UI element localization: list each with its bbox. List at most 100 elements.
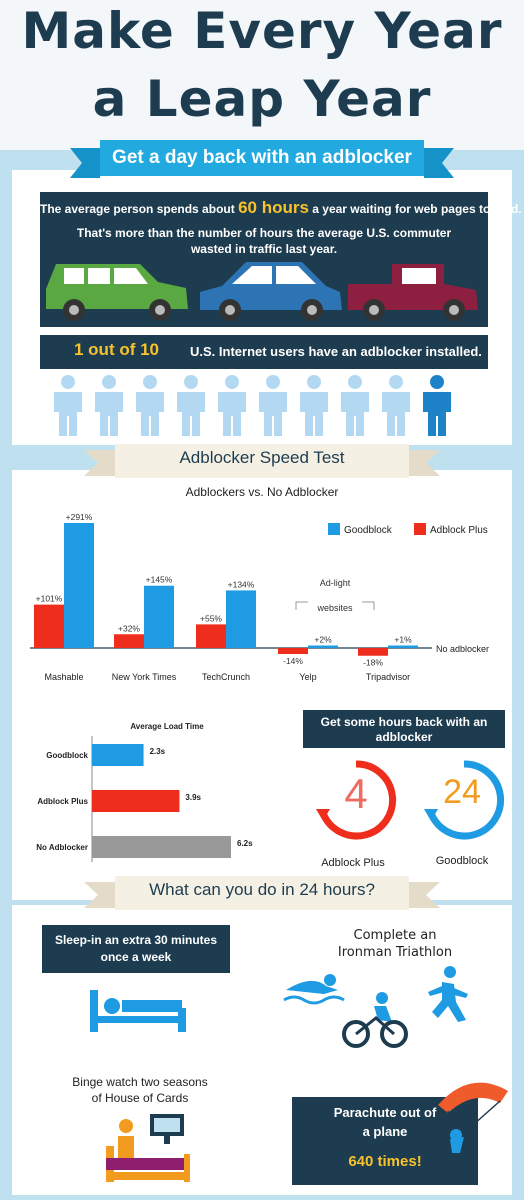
bar-adblock-plus-4 (358, 648, 388, 656)
car-green-icon (46, 264, 188, 321)
parachute-line-2: a plane (362, 1124, 408, 1139)
users-highlight: 1 out of 10 (74, 340, 160, 359)
users-stat-box: 1 out of 10 U.S. Internet users have an … (40, 335, 488, 369)
hours-back-line-1: Get some hours back with an (320, 715, 488, 729)
title-line-1: Make Every Year (21, 2, 503, 60)
person-icon (177, 375, 205, 436)
svg-text:Ad-light: Ad-light (320, 578, 351, 588)
ribbon-24-hours-title: What can you do in 24 hours? (149, 880, 375, 899)
load-value-label: 6.2s (237, 839, 253, 848)
parachute-highlight: 640 times! (348, 1153, 422, 1170)
bar-label: +134% (228, 579, 255, 589)
load-time-title: Average Load Time (130, 722, 204, 731)
runner-icon (428, 966, 468, 1022)
person-icon (95, 375, 123, 436)
parachute-icon (438, 1082, 508, 1153)
clock-goodblock-value: 24 (443, 773, 481, 811)
load-value-label: 3.9s (185, 793, 201, 802)
person-icon (382, 375, 410, 436)
users-text: U.S. Internet users have an adblocker in… (190, 344, 482, 359)
bar-adblock-plus-2 (196, 624, 226, 648)
category-label: TechCrunch (202, 672, 250, 682)
bar-label: +32% (118, 623, 140, 633)
ribbon-beige (84, 444, 440, 478)
bar-label: +291% (66, 512, 93, 522)
category-label: Yelp (299, 672, 316, 682)
person-icon (341, 375, 369, 436)
person-icon (218, 375, 246, 436)
bar-goodblock-0 (64, 523, 94, 648)
ribbon-speed-test-title: Adblocker Speed Test (179, 448, 345, 467)
bed-icon (90, 990, 186, 1032)
load-bar-1 (92, 790, 180, 812)
commuter-line-2: wasted in traffic last year. (190, 242, 338, 256)
load-category-label: Adblock Plus (37, 797, 88, 806)
clocks (316, 760, 505, 840)
load-category-label: Goodblock (46, 751, 88, 760)
ironman-line-1: Complete an (353, 928, 437, 943)
ad-light-annotation: Ad-light websites (295, 578, 375, 613)
triathlon-icons (283, 966, 468, 1048)
stat-box-hours: The average person spends about 60 hours… (40, 192, 522, 327)
ribbon-adblocker-title: Get a day back with an adblocker (112, 147, 412, 168)
parachute-line-1: Parachute out of (333, 1105, 437, 1120)
bar-label: +55% (200, 613, 222, 623)
clock-adblock-plus-label: Adblock Plus (321, 857, 385, 869)
section-speed-test (12, 470, 512, 900)
vehicles (46, 262, 478, 321)
truck-red-icon (348, 264, 478, 321)
stat-highlight: 60 hours (238, 198, 309, 217)
bar-goodblock-3 (308, 645, 338, 648)
legend-goodblock: Goodblock (344, 525, 393, 536)
svg-text:websites: websites (316, 603, 353, 613)
category-label: Mashable (44, 672, 83, 682)
bar-goodblock-4 (388, 645, 418, 648)
car-blue-icon (200, 262, 342, 321)
sleep-line-2: once a week (100, 950, 172, 964)
legend-adblock-plus: Adblock Plus (430, 525, 488, 536)
chart-legend: Goodblock Adblock Plus (328, 523, 488, 536)
main-chart: No adblocker +101% +32% +55% -14% -18% +291% +1… (30, 512, 489, 682)
bar-goodblock-2 (226, 590, 256, 648)
sleep-box: Sleep-in an extra 30 minutes once a week (42, 925, 230, 973)
baseline-label: No adblocker (436, 644, 489, 654)
ribbon-beige-2 (84, 876, 440, 910)
binge-line-1: Binge watch two seasons (72, 1075, 208, 1089)
bar-adblock-plus-3 (278, 648, 308, 655)
bar-label: +1% (394, 635, 412, 645)
person-icon-highlighted (423, 375, 451, 436)
category-label: New York Times (112, 672, 177, 682)
swimmer-icon (283, 974, 345, 1005)
bar-adblock-plus-0 (34, 604, 64, 648)
hours-back-line-2: adblocker (375, 730, 433, 744)
person-icon (259, 375, 287, 436)
ironman-line-2: Ironman Triathlon (337, 945, 453, 960)
title-area: Make Every Year a Leap Year (0, 0, 524, 150)
load-time-chart: Goodblock 2.3s Adblock Plus 3.9s No Adblocke… (36, 736, 253, 862)
clock-adblock-plus-icon (316, 760, 397, 840)
binge-line-2: of House of Cards (91, 1091, 189, 1105)
couch-tv-icon (106, 1114, 190, 1182)
load-category-label: No Adblocker (36, 843, 88, 852)
stat-hours-line: The average person spends about 60 hours… (40, 198, 522, 218)
sleep-line-1: Sleep-in an extra 30 minutes (54, 933, 218, 947)
person-icon (54, 375, 82, 436)
stat-prefix: The average person spends about (40, 202, 235, 216)
clock-adblock-plus-value: 4 (344, 770, 368, 817)
hours-back-box: Get some hours back with an adblocker (303, 710, 505, 748)
bar-label: +101% (36, 594, 63, 604)
load-bar-2 (92, 836, 231, 858)
people-row (54, 375, 451, 436)
category-label: Tripadvisor (366, 672, 410, 682)
bar-label: -18% (363, 658, 383, 668)
commuter-line-1: That's more than the number of hours the… (76, 226, 452, 240)
title-line-2: a Leap Year (92, 70, 432, 128)
person-icon (300, 375, 328, 436)
clock-goodblock-icon (424, 760, 505, 840)
bar-adblock-plus-1 (114, 634, 144, 648)
load-bar-0 (92, 744, 144, 766)
stat-suffix: a year waiting for web pages to load. (312, 202, 522, 216)
load-value-label: 2.3s (150, 747, 166, 756)
bar-goodblock-1 (144, 585, 174, 648)
